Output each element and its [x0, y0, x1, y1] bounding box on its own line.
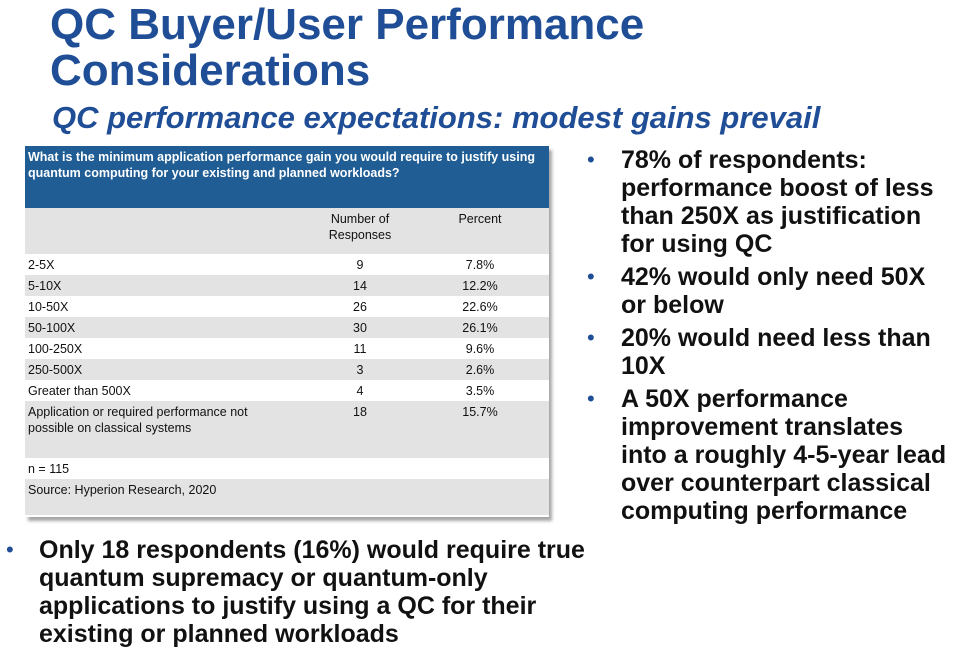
- table-row: 5-10X 14 12.2%: [25, 275, 549, 296]
- row-label: Application or required performance not …: [28, 405, 248, 435]
- list-item: • A 50X performance improvement translate…: [587, 385, 947, 525]
- row-percent: 3.5%: [465, 384, 495, 398]
- survey-question: What is the minimum application performa…: [25, 146, 549, 208]
- table-row: 2-5X 9 7.8%: [25, 254, 549, 275]
- col-header-percent: Percent: [458, 212, 502, 226]
- row-percent: 26.1%: [462, 321, 498, 335]
- row-label: 5-10X: [28, 279, 62, 293]
- bullet-icon: •: [587, 147, 595, 172]
- row-label: 2-5X: [28, 258, 55, 272]
- bullet-icon: •: [587, 325, 595, 350]
- row-percent: 7.8%: [465, 258, 495, 272]
- source-row: Source: Hyperion Research, 2020: [25, 479, 549, 515]
- key-findings-list: • 78% of respondents: performance boost o…: [583, 146, 955, 530]
- row-label: Greater than 500X: [28, 384, 131, 398]
- source-note: Source: Hyperion Research, 2020: [28, 483, 217, 497]
- row-count: 26: [353, 300, 367, 314]
- row-count: 9: [356, 258, 364, 272]
- row-percent: 22.6%: [462, 300, 498, 314]
- bullet-icon: •: [6, 537, 14, 562]
- table-row: 250-500X 3 2.6%: [25, 359, 549, 380]
- slide-title: QC Buyer/User Performance Considerations: [50, 0, 645, 95]
- list-item: • 20% would need less than 10X: [587, 324, 931, 380]
- table-row: 50-100X 30 26.1%: [25, 317, 549, 338]
- table-row: 10-50X 26 22.6%: [25, 296, 549, 317]
- row-percent: 12.2%: [462, 279, 498, 293]
- row-percent: 15.7%: [462, 405, 498, 419]
- table-row: 100-250X 11 9.6%: [25, 338, 549, 359]
- row-label: 10-50X: [28, 300, 69, 314]
- row-percent: 2.6%: [465, 363, 495, 377]
- list-item: • 42% would only need 50X or below: [587, 263, 926, 319]
- row-count: 3: [356, 363, 364, 377]
- list-item: • Only 18 respondents (16%) would require…: [6, 536, 585, 648]
- row-count: 30: [353, 321, 367, 335]
- sample-size: n = 115: [28, 462, 70, 476]
- bottom-finding-list: • Only 18 respondents (16%) would require…: [6, 536, 596, 648]
- table-row: Greater than 500X 4 3.5%: [25, 380, 549, 401]
- row-count: 11: [353, 342, 367, 356]
- row-label: 100-250X: [28, 342, 83, 356]
- table-row: Application or required performance not …: [25, 401, 549, 458]
- sample-size-row: n = 115: [25, 458, 549, 479]
- row-count: 4: [356, 384, 364, 398]
- row-percent: 9.6%: [465, 342, 495, 356]
- row-count: 14: [353, 279, 367, 293]
- bullet-icon: •: [587, 386, 595, 411]
- survey-table: What is the minimum application performa…: [25, 146, 549, 517]
- bullet-icon: •: [587, 264, 595, 289]
- row-count: 18: [353, 405, 367, 419]
- row-label: 250-500X: [28, 363, 83, 377]
- col-header-responses: Number of Responses: [328, 212, 392, 242]
- table-header-row: Number of Responses Percent: [25, 208, 549, 254]
- slide-subtitle: QC performance expectations: modest gain…: [52, 100, 821, 135]
- row-label: 50-100X: [28, 321, 76, 335]
- list-item: • 78% of respondents: performance boost o…: [587, 146, 934, 258]
